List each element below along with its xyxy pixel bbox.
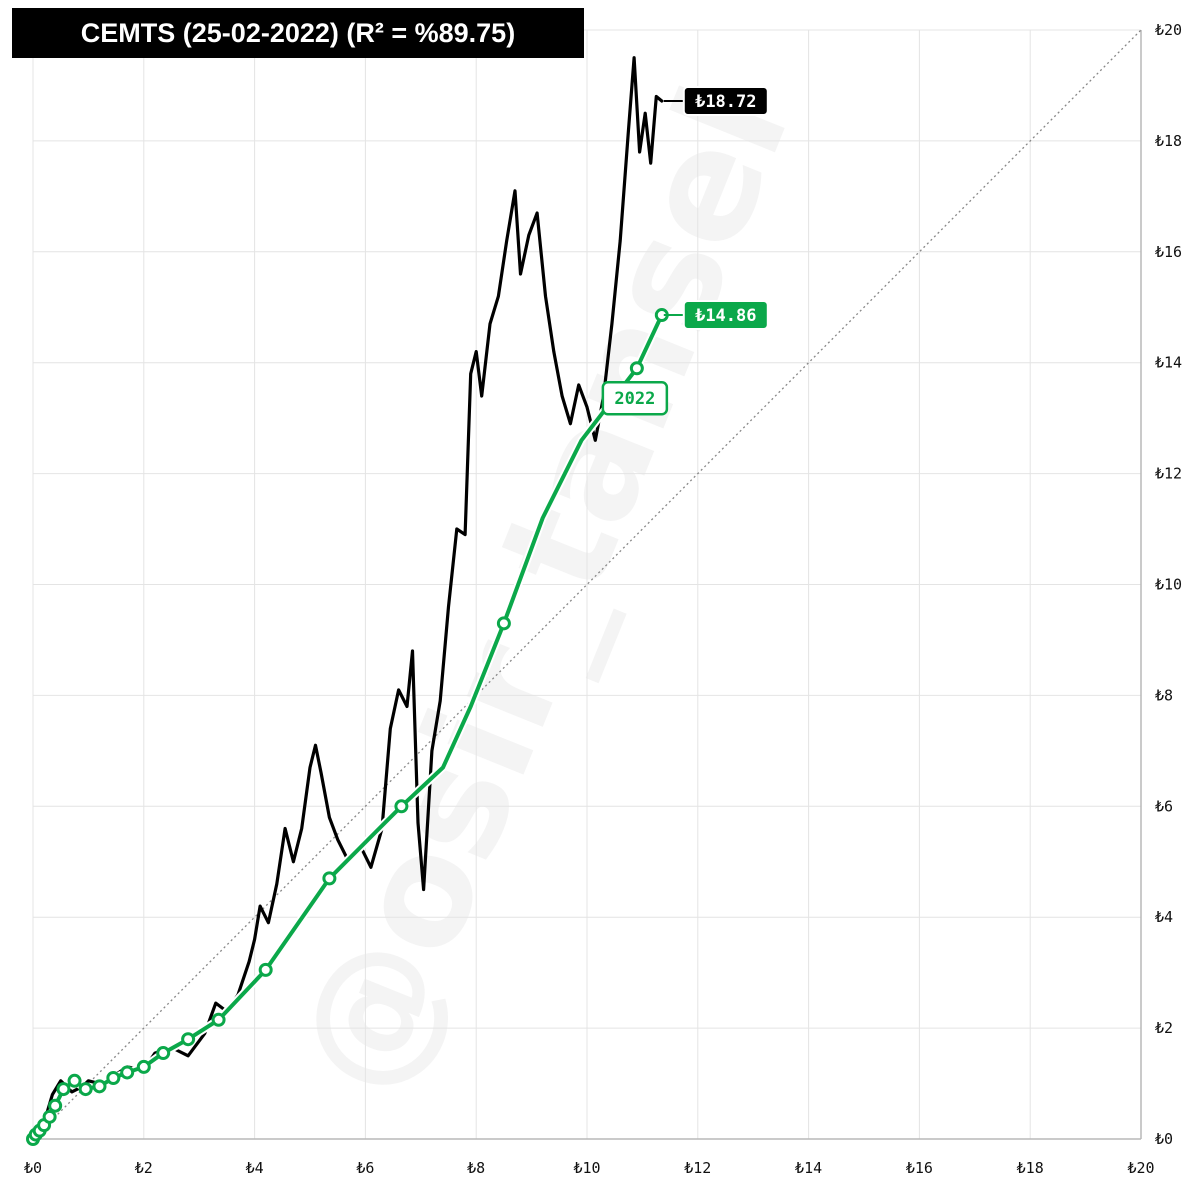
x-tick-label: ₺10 [573,1159,600,1177]
data-point [211,1012,226,1027]
y-tick-label: ₺6 [1155,797,1173,815]
data-point [106,1071,121,1086]
y-tick-label: ₺20 [1155,21,1182,39]
data-point [42,1109,57,1124]
y-tick-label: ₺8 [1155,686,1173,704]
plot-frame [33,30,1142,1140]
data-point [136,1059,151,1074]
callouts: ₺18.72 ₺14.86 2022 [601,85,769,416]
x-tick-label: ₺20 [1127,1159,1154,1177]
data-point [120,1065,135,1080]
data-point [181,1032,196,1047]
data-point [48,1098,63,1113]
y-tick-label: ₺0 [1155,1130,1173,1148]
x-tick-label: ₺0 [24,1159,42,1177]
data-point [78,1082,93,1097]
y-tick-label: ₺4 [1155,908,1173,926]
data-point [322,871,337,886]
x-tick-label: ₺8 [467,1159,485,1177]
end-label-box [682,85,769,116]
data-point [156,1046,171,1061]
x-tick-label: ₺18 [1017,1159,1044,1177]
data-point [56,1082,71,1097]
series-layer [26,56,669,1146]
end-label-box [682,300,769,331]
data-point [92,1079,107,1094]
year-label-connector [626,371,636,383]
reference-diagonal-line [32,29,1142,1140]
x-tick-label: ₺6 [356,1159,374,1177]
y-tick-label: ₺14 [1155,354,1182,372]
y-tick-label: ₺16 [1155,243,1182,261]
end-value-label: ₺18.72 [695,92,756,112]
watermark: @osir_tansel [263,65,823,1118]
y-tick-label: ₺18 [1155,132,1182,150]
x-tick-label: ₺4 [246,1159,264,1177]
data-point [258,962,273,977]
end-value-label: ₺14.86 [695,306,756,326]
data-point [67,1073,82,1088]
x-tick-label: ₺14 [795,1159,822,1177]
year-label: 2022 [614,389,655,409]
y-axis-ticks: ₺0 ₺2 ₺4 ₺6 ₺8 ₺10 ₺12 ₺14 ₺16 ₺18 ₺20 [1155,21,1182,1148]
x-tick-label: ₺16 [906,1159,933,1177]
y-tick-label: ₺10 [1155,576,1182,594]
data-point [496,616,511,631]
y-tick-label: ₺2 [1155,1019,1173,1037]
x-tick-label: ₺2 [135,1159,153,1177]
y-tick-label: ₺12 [1155,465,1182,483]
data-point [394,799,409,814]
x-tick-label: ₺12 [684,1159,711,1177]
x-axis-ticks: ₺0 ₺2 ₺4 ₺6 ₺8 ₺10 ₺12 ₺14 ₺16 ₺18 ₺20 [24,1159,1155,1177]
chart-title: CEMTS (25-02-2022) (R² = %89.75) [12,8,584,58]
data-point [629,361,644,376]
year-label-box [601,380,669,416]
